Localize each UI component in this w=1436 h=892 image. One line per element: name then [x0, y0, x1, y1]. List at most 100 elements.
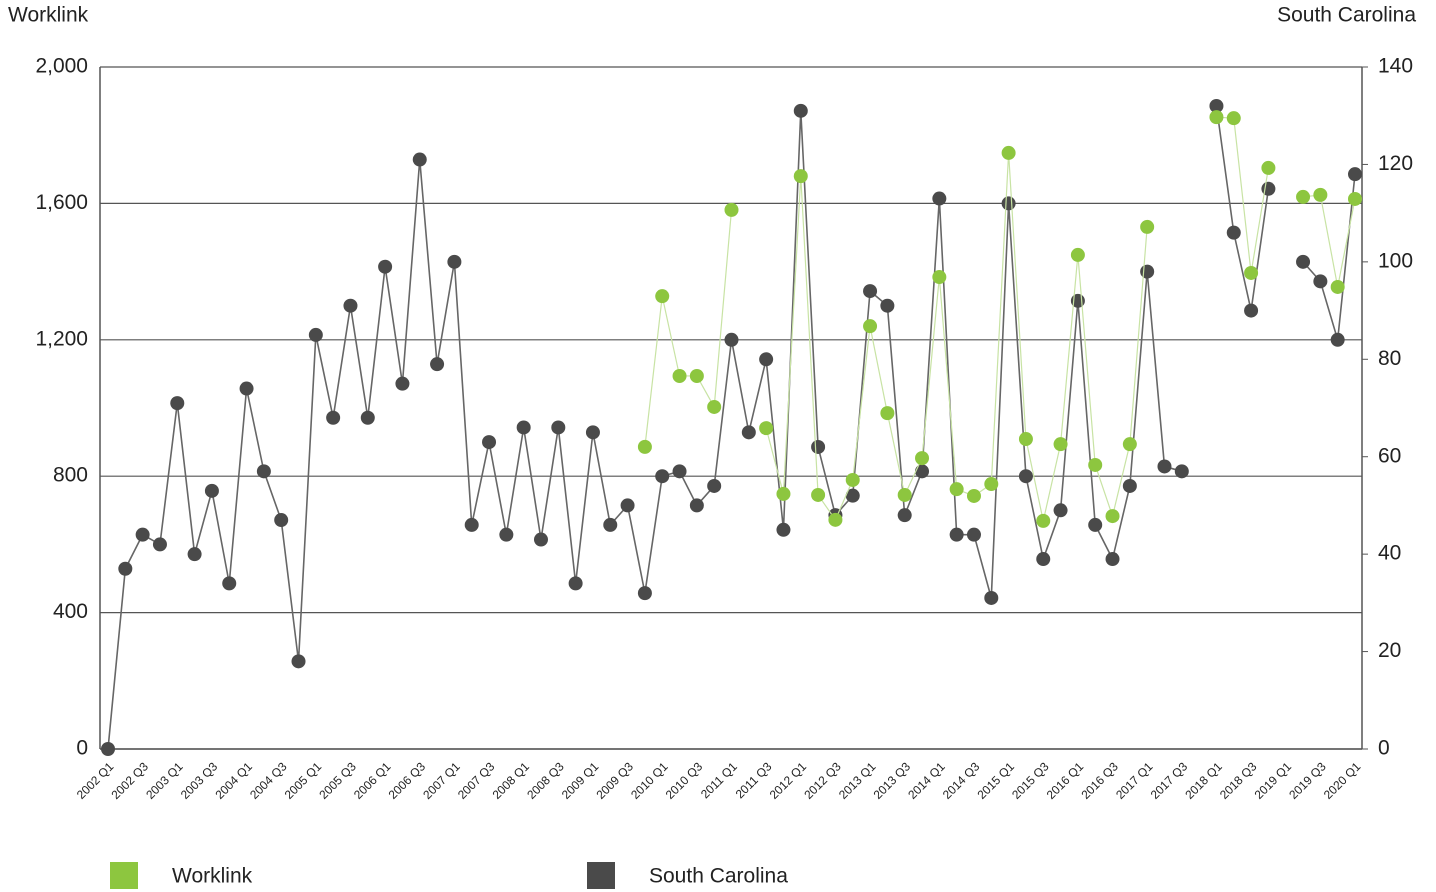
data-point	[741, 425, 756, 440]
data-point	[1070, 247, 1085, 262]
data-point	[1001, 196, 1016, 211]
x-tick-label: 2018 Q3	[1217, 759, 1260, 802]
data-point	[1088, 517, 1103, 532]
data-point	[222, 576, 237, 591]
data-point	[915, 451, 930, 466]
x-tick-label: 2008 Q1	[490, 759, 533, 802]
data-point	[1174, 464, 1189, 479]
series-line	[1302, 194, 1356, 288]
x-tick-label: 2019 Q1	[1252, 759, 1295, 802]
data-point	[1209, 98, 1224, 113]
x-tick-label: 2016 Q3	[1078, 759, 1121, 802]
series-line	[1216, 116, 1269, 274]
x-tick-label: 2013 Q3	[871, 759, 914, 802]
y-tick-label: 1,600	[35, 191, 88, 214]
x-tick-label: 2017 Q1	[1113, 759, 1156, 802]
data-point	[672, 368, 687, 383]
y2-tick-label: 40	[1378, 542, 1401, 565]
data-point	[672, 464, 687, 479]
data-point	[1296, 189, 1311, 204]
data-point	[759, 352, 774, 367]
data-point	[308, 327, 323, 342]
x-tick-label: 2015 Q3	[1009, 759, 1052, 802]
y-tick-label: 1,200	[35, 327, 88, 350]
data-point	[1226, 225, 1241, 240]
data-point	[1244, 265, 1259, 280]
y2-tick-label: 80	[1378, 347, 1401, 370]
x-tick-label: 2016 Q1	[1044, 759, 1087, 802]
series-line	[1302, 174, 1356, 341]
series-line	[1215, 105, 1270, 311]
data-point	[1105, 509, 1120, 524]
data-point	[707, 399, 722, 414]
data-point	[811, 487, 826, 502]
data-point	[637, 586, 652, 601]
data-point	[984, 590, 999, 605]
data-point	[845, 488, 860, 503]
x-tick-label: 2005 Q1	[282, 759, 325, 802]
data-point	[1122, 478, 1137, 493]
data-point	[966, 527, 981, 542]
legend-swatch	[110, 862, 138, 889]
x-tick-label: 2009 Q1	[559, 759, 602, 802]
data-point	[637, 439, 652, 454]
data-point	[430, 357, 445, 372]
data-point	[1348, 191, 1362, 206]
data-point	[1105, 552, 1120, 567]
data-point	[135, 527, 150, 542]
data-point	[880, 298, 895, 313]
y2-tick-label: 120	[1378, 152, 1413, 175]
data-point	[464, 517, 479, 532]
data-point	[932, 270, 947, 285]
data-point	[1122, 437, 1137, 452]
data-point	[551, 420, 566, 435]
x-tick-label: 2004 Q1	[212, 759, 255, 802]
x-tick-label: 2013 Q1	[836, 759, 879, 802]
data-point	[1209, 110, 1224, 125]
data-point	[984, 477, 999, 492]
data-point	[1157, 459, 1172, 474]
data-point	[447, 254, 462, 269]
x-tick-label: 2011 Q1	[698, 759, 740, 801]
data-point	[395, 376, 410, 391]
data-point	[776, 486, 791, 501]
data-point	[499, 527, 514, 542]
data-point	[724, 332, 739, 347]
x-tick-label: 2007 Q1	[420, 759, 463, 802]
y2-tick-label: 60	[1378, 444, 1401, 467]
x-tick-label: 2003 Q1	[143, 759, 186, 802]
data-point	[1296, 254, 1311, 269]
data-point	[170, 396, 185, 411]
y-tick-label: 400	[53, 600, 88, 623]
x-tick-label: 2009 Q3	[593, 759, 636, 802]
x-tick-label: 2012 Q3	[801, 759, 844, 802]
y2-tick-label: 100	[1378, 249, 1413, 272]
x-tick-label: 2008 Q3	[524, 759, 567, 802]
x-tick-label: 2002 Q3	[109, 759, 152, 802]
legend-label: South Carolina	[649, 865, 788, 888]
data-point	[568, 576, 583, 591]
data-point	[863, 284, 878, 299]
data-point	[1226, 111, 1241, 126]
data-point	[239, 381, 254, 396]
x-tick-label: 2003 Q3	[178, 759, 221, 802]
data-point	[1053, 437, 1068, 452]
legend-swatch	[587, 862, 615, 889]
data-point	[1053, 503, 1068, 518]
data-point	[793, 103, 808, 118]
data-point	[1261, 181, 1276, 196]
data-point	[360, 410, 375, 425]
data-point	[101, 742, 115, 756]
data-point	[759, 421, 774, 436]
data-point	[689, 498, 704, 513]
data-point	[776, 522, 791, 537]
x-tick-label: 2019 Q3	[1286, 759, 1329, 802]
legend-label: Worklink	[172, 865, 253, 888]
data-point	[863, 319, 878, 334]
y2-tick-label: 20	[1378, 639, 1401, 662]
data-point	[378, 259, 393, 274]
data-point	[1088, 457, 1103, 472]
x-tick-label: 2005 Q3	[316, 759, 359, 802]
x-tick-label: 2018 Q1	[1182, 759, 1225, 802]
data-point	[482, 435, 497, 450]
